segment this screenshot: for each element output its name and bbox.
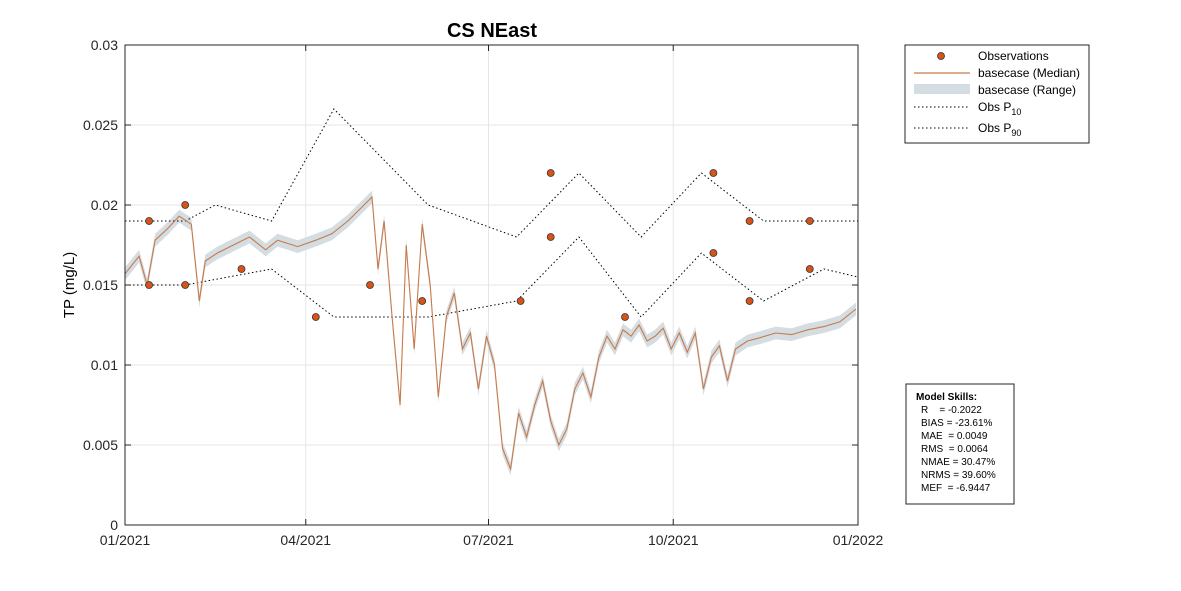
observation-point <box>237 265 246 273</box>
x-tick-label: 04/2021 <box>280 532 331 548</box>
median-polyline <box>124 195 857 472</box>
obs-p90-polyline <box>125 108 858 238</box>
observation-point <box>745 217 754 225</box>
y-axis: 0 0.005 0.01 0.015 0.02 0.025 0.03 <box>83 37 858 533</box>
x-axis: 01/2021 04/2021 07/2021 10/2021 01/2022 <box>100 45 884 548</box>
obs-p10-line <box>125 236 859 318</box>
obs-p10-polyline <box>125 236 859 318</box>
model-skills-title: Model Skills: <box>916 392 977 403</box>
observation-point <box>745 297 754 305</box>
legend: Observations basecase (Median) basecase … <box>904 44 1090 144</box>
model-skill-line: BIAS = -23.61% <box>921 418 993 429</box>
model-skills-frame <box>905 383 1015 505</box>
x-tick-label: 10/2021 <box>648 532 699 548</box>
model-skill-line: NRMS = 39.60% <box>921 470 996 481</box>
observation-point <box>516 297 525 305</box>
y-tick-label: 0.015 <box>83 277 118 293</box>
observation-point <box>546 169 555 177</box>
model-skill-line: R = -0.2022 <box>921 405 982 416</box>
grid <box>125 45 858 525</box>
observation-point <box>366 281 374 289</box>
y-tick-label: 0.01 <box>91 357 118 373</box>
model-skill-line: RMS = 0.0064 <box>921 444 988 455</box>
observation-point <box>805 265 814 273</box>
y-tick-label: 0.02 <box>91 197 118 213</box>
model-skills-box: Model Skills: R = -0.2022 BIAS = -23.61% M… <box>905 383 1015 505</box>
legend-label-median: basecase (Median) <box>978 66 1080 80</box>
legend-label-p90: Obs P90 <box>978 121 1021 138</box>
chart-title: CS NEast <box>447 20 537 42</box>
y-tick-label: 0.025 <box>83 117 118 133</box>
legend-observation-marker <box>937 52 945 60</box>
observation-point <box>181 201 190 209</box>
observation-point <box>621 313 629 321</box>
median-line <box>124 195 857 472</box>
observation-point <box>181 281 190 289</box>
observation-point <box>145 281 154 289</box>
legend-label-observations: Observations <box>978 49 1049 63</box>
model-skill-line: NMAE = 30.47% <box>921 457 995 468</box>
legend-label-p10: Obs P10 <box>978 100 1021 117</box>
y-tick-label: 0.03 <box>91 37 118 53</box>
obs-p90-line <box>125 108 858 238</box>
legend-label-range: basecase (Range) <box>978 83 1076 97</box>
legend-range-swatch <box>914 84 970 94</box>
x-tick-label: 01/2021 <box>100 532 151 548</box>
observation-point <box>145 217 154 225</box>
x-tick-label: 01/2022 <box>833 532 884 548</box>
y-axis-label: TP (mg/L) <box>61 252 78 318</box>
observation-markers <box>145 169 814 321</box>
observation-point <box>311 313 320 321</box>
model-skill-line: MAE = 0.0049 <box>921 431 988 442</box>
model-skill-line: MEF = -6.9447 <box>921 483 991 494</box>
y-tick-label: 0.005 <box>83 437 118 453</box>
observation-point <box>709 249 718 257</box>
y-tick-label: 0 <box>110 517 118 533</box>
observation-point <box>709 169 718 177</box>
observation-point <box>805 217 814 225</box>
x-tick-label: 07/2021 <box>463 532 514 548</box>
observation-point <box>546 233 555 241</box>
observation-point <box>418 297 427 305</box>
